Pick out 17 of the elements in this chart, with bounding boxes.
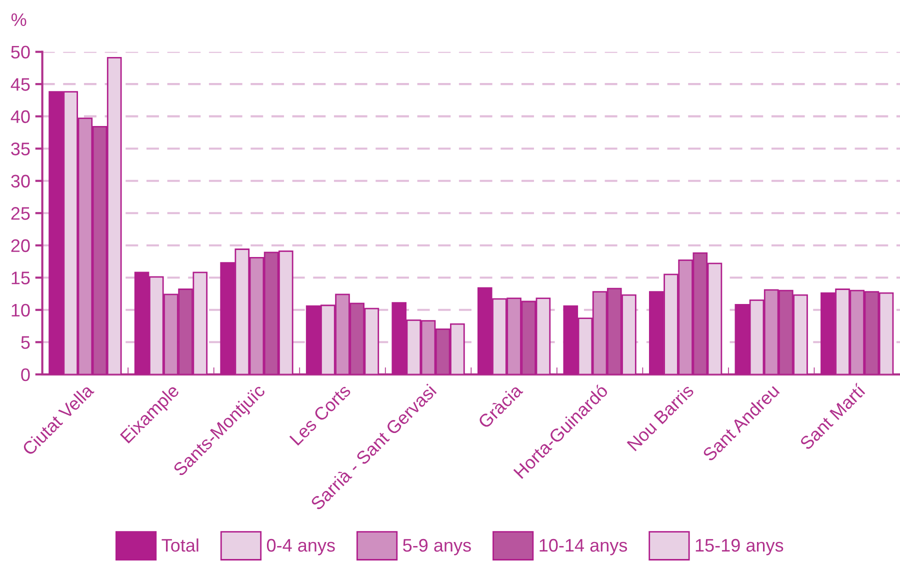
y-tick-label: 30 [11, 174, 30, 188]
y-tick-label: 45 [10, 78, 30, 91]
y-tick-label: 35 [11, 142, 30, 156]
legend-label: 10-14 anys [540, 538, 628, 556]
y-axis-title: % [11, 13, 26, 26]
y-tick-label: 5 [21, 336, 30, 349]
y-tick-label: 15 [12, 272, 30, 284]
y-tick-label: 20 [11, 239, 30, 252]
legend-label: 0-4 anys [266, 538, 335, 556]
legend-label: 15-19 anys [696, 538, 784, 556]
y-tick-label: 25 [11, 207, 30, 220]
y-tick-label: 10 [12, 304, 30, 317]
y-tick-label: 0 [21, 368, 30, 382]
legend-label: 5-9 anys [403, 538, 471, 556]
y-tick-label: 50 [11, 46, 30, 59]
legend-label: Total [162, 538, 198, 552]
y-tick-label: 40 [10, 110, 30, 124]
